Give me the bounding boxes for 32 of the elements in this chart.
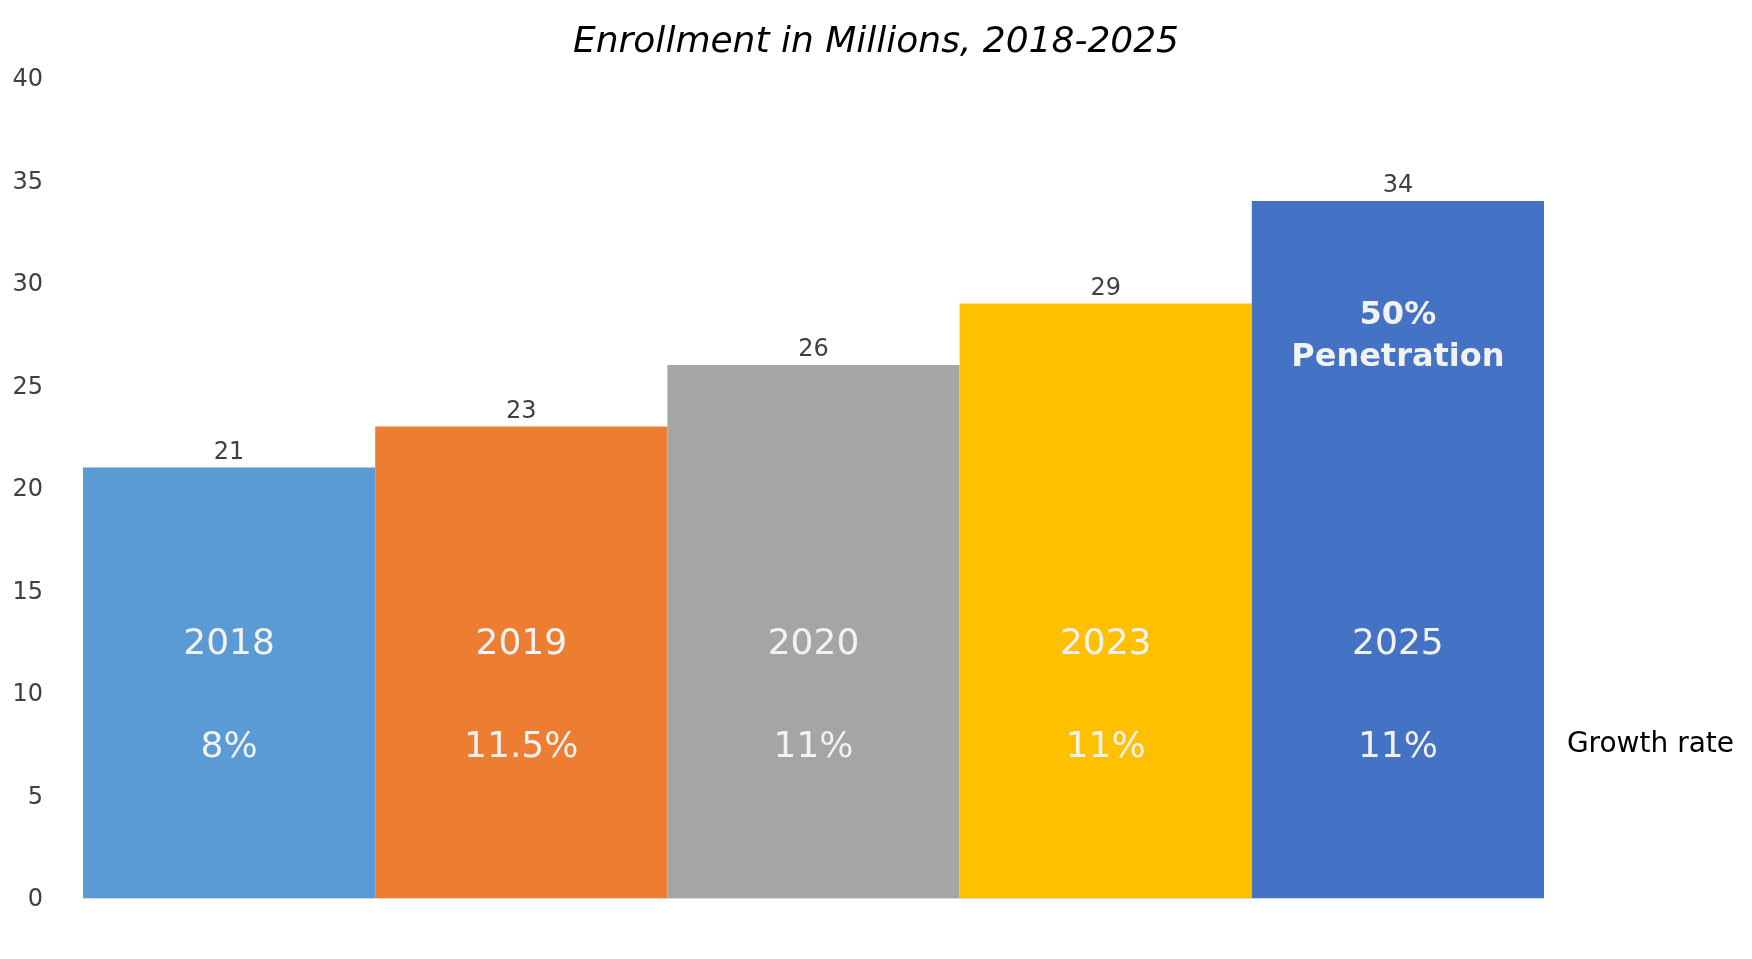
data-label: 23 xyxy=(506,395,537,424)
annotation: 11.5% xyxy=(464,723,579,765)
chart-title: Enrollment in Millions, 2018-2025 xyxy=(572,18,1180,60)
y-tick-label: 35 xyxy=(12,166,43,195)
annotation: 50% Penetration xyxy=(1291,294,1505,375)
text: Growth rate xyxy=(1566,725,1734,759)
y-tick-label: 30 xyxy=(12,269,43,297)
annotation: 8% xyxy=(200,723,258,765)
x-tick-label: 2023 xyxy=(1059,621,1152,663)
x-tick-label: 2018 xyxy=(183,621,275,663)
annotation: 11% xyxy=(1065,723,1146,765)
annotation: 11% xyxy=(773,723,854,765)
data-label: 29 xyxy=(1090,272,1121,301)
y-tick-label: 5 xyxy=(27,781,43,810)
y-tick-label: 10 xyxy=(12,679,43,707)
y-tick-label: 0 xyxy=(27,884,43,912)
bar xyxy=(959,303,1252,898)
annotation: 11% xyxy=(1357,723,1438,765)
y-tick-label: 40 xyxy=(12,64,43,92)
y-tick-label: 20 xyxy=(12,474,43,502)
y-tick-label: 15 xyxy=(12,576,43,605)
bar xyxy=(667,365,960,898)
y-tick-label: 25 xyxy=(12,371,43,400)
data-label: 21 xyxy=(213,436,245,465)
bar xyxy=(83,467,376,898)
bar xyxy=(375,426,668,898)
x-tick-label: 2019 xyxy=(475,621,568,663)
data-label: 26 xyxy=(798,334,829,362)
x-tick-label: 2020 xyxy=(767,621,860,663)
data-label: 34 xyxy=(1382,170,1414,198)
bar xyxy=(1251,201,1544,898)
x-tick-label: 2025 xyxy=(1352,621,1444,663)
